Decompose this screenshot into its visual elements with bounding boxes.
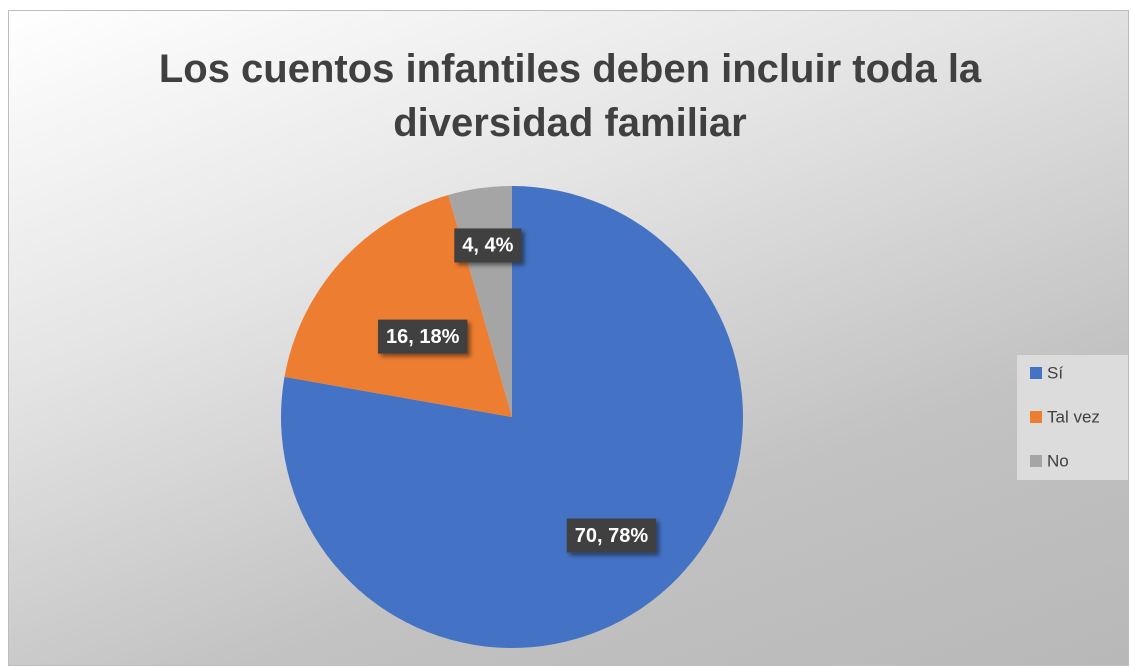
data-label-box (454, 228, 522, 263)
data-label-box (566, 518, 657, 553)
legend-swatch (1030, 455, 1042, 467)
data-label: 16, 18% (386, 326, 460, 348)
data-label-box (378, 319, 468, 354)
legend-label: Sí (1047, 363, 1063, 382)
chart-title: Los cuentos infantiles deben incluir tod… (158, 47, 982, 145)
data-label: 70, 78% (575, 525, 649, 547)
data-label: 4, 4% (462, 235, 513, 257)
legend-swatch (1030, 411, 1042, 423)
legend-swatch (1030, 367, 1042, 379)
legend-label: Tal vez (1047, 407, 1100, 426)
legend-label: No (1047, 451, 1069, 470)
